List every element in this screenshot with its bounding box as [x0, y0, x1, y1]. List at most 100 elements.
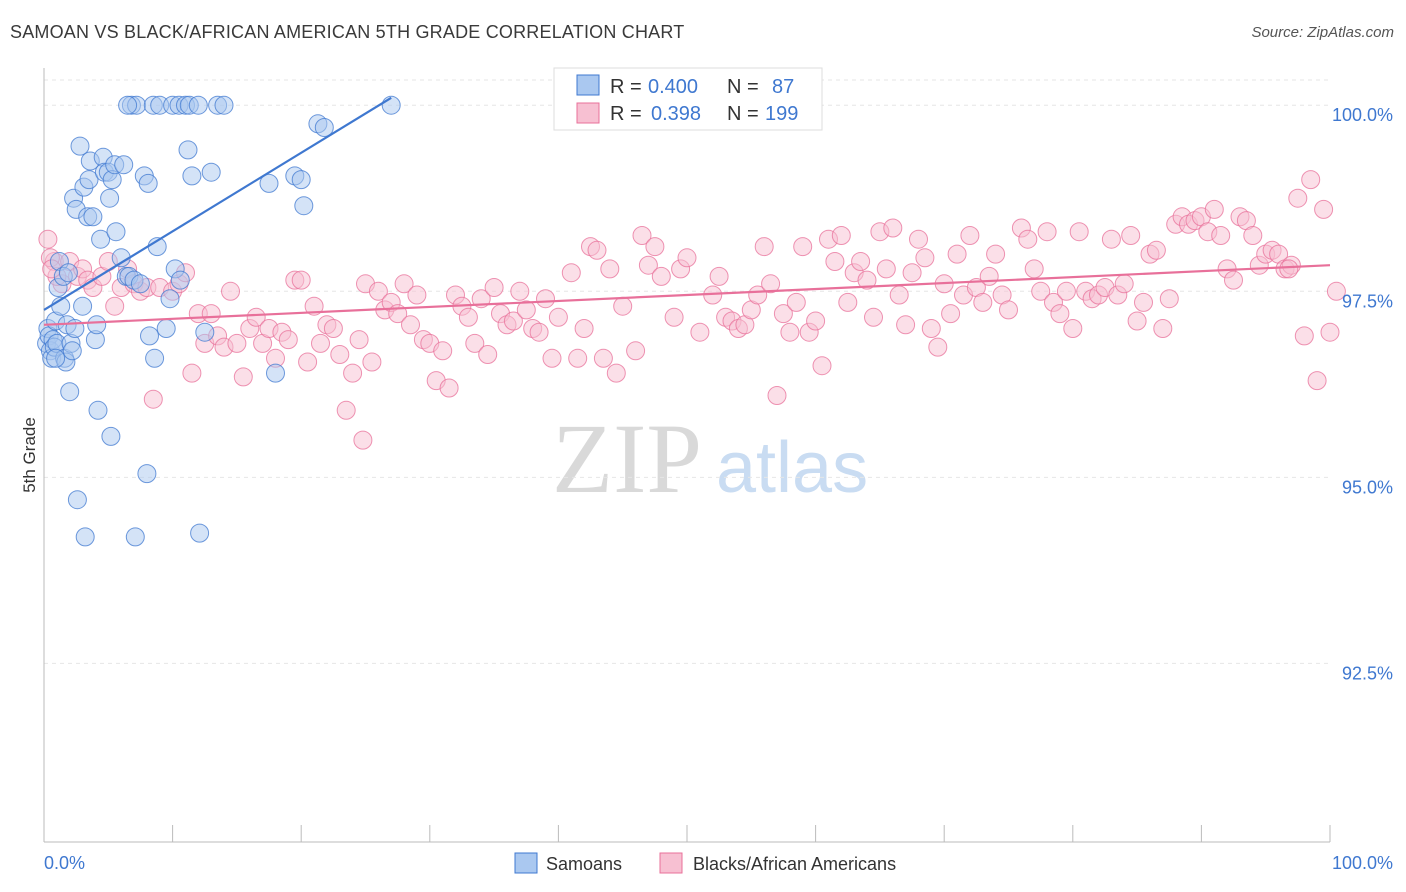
- blacks-point: [1204, 199, 1224, 219]
- samoans-point: [190, 523, 210, 543]
- blacks-point: [754, 237, 774, 257]
- y-tick-label: 92.5%: [1342, 663, 1393, 683]
- blacks-point: [838, 292, 858, 312]
- blacks-point: [353, 430, 373, 450]
- y-tick-label: 97.5%: [1342, 291, 1393, 311]
- blacks-point: [645, 237, 665, 257]
- blacks-point: [407, 285, 427, 305]
- blacks-point: [143, 389, 163, 409]
- blacks-point: [201, 304, 221, 324]
- blacks-point: [632, 226, 652, 245]
- samoans-point: [91, 229, 111, 249]
- blacks-point: [593, 348, 613, 368]
- x-tick-label-max: 100.0%: [1332, 853, 1393, 873]
- blacks-point: [638, 255, 658, 275]
- blacks-point: [851, 252, 871, 271]
- blacks-point: [786, 292, 806, 312]
- blacks-point: [767, 386, 787, 405]
- blacks-point: [928, 337, 948, 357]
- samoans-point: [46, 348, 66, 368]
- blacks-point: [1037, 222, 1057, 242]
- blacks-point: [1288, 188, 1308, 208]
- samoans-point: [114, 155, 134, 175]
- samoans-point: [79, 170, 99, 190]
- blacks-point: [536, 289, 555, 309]
- blacks-point: [677, 248, 697, 268]
- blacks-point: [516, 300, 536, 320]
- x-ticks: [43, 825, 1331, 842]
- samoans-point: [266, 363, 285, 383]
- samoans-point: [73, 296, 93, 316]
- blacks-point: [915, 248, 935, 268]
- blacks-point: [503, 311, 523, 331]
- samoans-point: [100, 188, 120, 208]
- blacks-point: [883, 218, 903, 238]
- blacks-point: [1279, 259, 1299, 279]
- blacks-point: [433, 341, 453, 361]
- blacks-point: [1314, 199, 1334, 219]
- blacks-point: [233, 367, 253, 387]
- legend-label-blacks: Blacks/African Americans: [693, 854, 896, 874]
- y-tick-labels: 92.5% 95.0% 97.5% 100.0%: [1332, 105, 1393, 683]
- blacks-point: [1127, 311, 1147, 331]
- samoans-point: [60, 382, 80, 402]
- blacks-point: [1211, 226, 1231, 245]
- y-axis-title: 5th Grade: [20, 417, 39, 493]
- blacks-point: [336, 400, 356, 420]
- blacks-point: [278, 330, 298, 350]
- samoans-point: [145, 348, 165, 368]
- blacks-point: [889, 285, 909, 305]
- samoans-point: [156, 319, 176, 338]
- samoans-point: [178, 140, 198, 160]
- blacks-point: [304, 296, 324, 316]
- blacks-point: [465, 333, 485, 353]
- blacks-point: [471, 289, 491, 309]
- blacks-point: [1101, 229, 1121, 249]
- samoans-point: [83, 207, 103, 227]
- blacks-point: [221, 281, 240, 301]
- stats-r-label-samoans: R =: [610, 76, 642, 98]
- blacks-point: [921, 319, 941, 338]
- blacks-point: [1146, 240, 1166, 260]
- blacks-point: [876, 259, 896, 279]
- blacks-point: [1018, 229, 1038, 249]
- blacks-point: [793, 237, 813, 257]
- watermark-atlas: atlas: [716, 428, 868, 508]
- samoans-point: [130, 274, 150, 294]
- samoans-point: [201, 162, 221, 182]
- blacks-point: [1063, 319, 1083, 338]
- blacks-point: [1153, 319, 1173, 338]
- blacks-point: [999, 300, 1018, 320]
- blacks-point: [1307, 371, 1327, 391]
- blacks-point: [323, 319, 343, 338]
- stats-swatch-samoans: [576, 74, 600, 96]
- trend-lines: [43, 96, 1331, 326]
- blacks-point: [986, 244, 1006, 264]
- blacks-point: [568, 348, 588, 368]
- blacks-point: [979, 266, 999, 286]
- blacks-point: [1134, 292, 1153, 312]
- blacks-point: [394, 274, 414, 294]
- samoans-point: [62, 341, 82, 361]
- blacks-point: [587, 240, 607, 260]
- blacks-point: [960, 226, 980, 245]
- blacks-point: [825, 252, 845, 271]
- blacks-point: [690, 322, 710, 342]
- legend-swatch-blacks: [659, 852, 683, 874]
- stats-n-value-samoans: 87: [772, 76, 794, 98]
- samoans-point: [259, 173, 279, 193]
- blacks-point: [909, 229, 928, 249]
- blacks-point: [896, 315, 916, 335]
- samoans-point: [140, 326, 159, 346]
- legend: Samoans Blacks/African Americans: [514, 852, 896, 874]
- samoans-point: [118, 95, 138, 115]
- blacks-point: [1243, 226, 1263, 245]
- blacks-point: [812, 356, 832, 376]
- stats-box: R = 0.400 N = 87 R = 0.398 N = 199: [553, 67, 823, 131]
- blacks-point: [1050, 304, 1070, 324]
- blacks-point: [1056, 281, 1076, 301]
- blacks-point: [1114, 274, 1134, 294]
- blacks-point: [38, 229, 58, 249]
- blacks-point: [973, 292, 993, 312]
